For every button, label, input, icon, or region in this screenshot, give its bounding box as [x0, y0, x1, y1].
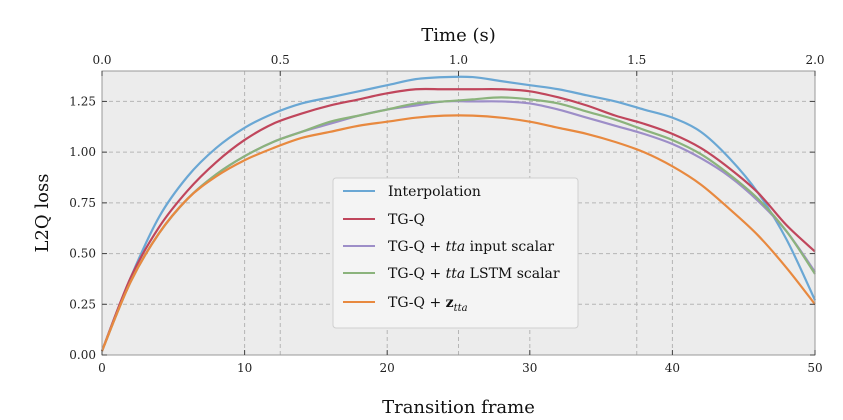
ticks: 0.00 0.25 0.50 0.75 1.00 1.25 0 10 20 30 40 50 0.0 0.…: [69, 53, 824, 375]
series-line-tg-q-lstm-scalar: [100, 96, 816, 352]
x-tick-label: 10: [237, 361, 252, 375]
y-tick-label: 1.25: [69, 94, 96, 108]
legend-tta-subscript: tta: [454, 303, 468, 314]
y-axis-title: L2Q loss: [32, 174, 53, 253]
series-line-tg-q-z-tta: [100, 114, 816, 352]
top-x-tick-label: 0.0: [92, 53, 111, 67]
top-x-tick-label: 2.0: [805, 53, 824, 67]
legend-label-tg-q-lstm-scalar: TG-Q + tta LSTM scalar: [388, 266, 560, 282]
legend-tta-italic: tta: [446, 239, 466, 255]
y-tick-label: 1.00: [69, 145, 96, 159]
top-x-axis-title: Time (s): [421, 25, 496, 46]
y-tick-label: 0.75: [69, 196, 96, 210]
top-x-tick-label: 1.0: [449, 53, 468, 67]
legend-tta-italic: tta: [446, 266, 466, 282]
legend-lstm-scalar-suffix: LSTM scalar: [465, 266, 560, 282]
y-tick-label: 0.25: [69, 297, 96, 311]
x-tick-label: 0: [98, 361, 106, 375]
legend-prefix: TG-Q +: [388, 295, 446, 311]
x-tick-label: 40: [665, 361, 680, 375]
legend-prefix: TG-Q +: [388, 239, 446, 255]
y-tick-label: 0.00: [69, 348, 96, 362]
legend-label-interpolation: Interpolation: [388, 184, 481, 200]
x-tick-label: 50: [807, 361, 822, 375]
legend-label-tg-q-z-tta: TG-Q + ztta: [388, 295, 468, 314]
legend-input-scalar-suffix: input scalar: [465, 239, 554, 255]
top-x-tick-label: 0.5: [271, 53, 290, 67]
legend-label-tg-q: TG-Q: [388, 212, 425, 228]
legend-label-tg-q-input-scalar: TG-Q + tta input scalar: [388, 239, 554, 255]
x-axis-title: Transition frame: [382, 397, 535, 418]
x-tick-label: 30: [522, 361, 537, 375]
series-line-tg-q: [100, 87, 816, 352]
legend-prefix: TG-Q +: [388, 266, 446, 282]
x-tick-label: 20: [380, 361, 395, 375]
legend: Interpolation TG-Q TG-Q + tta input scal…: [332, 177, 579, 329]
legend-box: [332, 177, 579, 329]
top-x-tick-label: 1.5: [627, 53, 646, 67]
legend-z-bold: z: [446, 295, 454, 311]
series-group: [100, 75, 816, 352]
y-tick-label: 0.50: [69, 247, 96, 261]
series-line-interpolation: [100, 75, 816, 352]
